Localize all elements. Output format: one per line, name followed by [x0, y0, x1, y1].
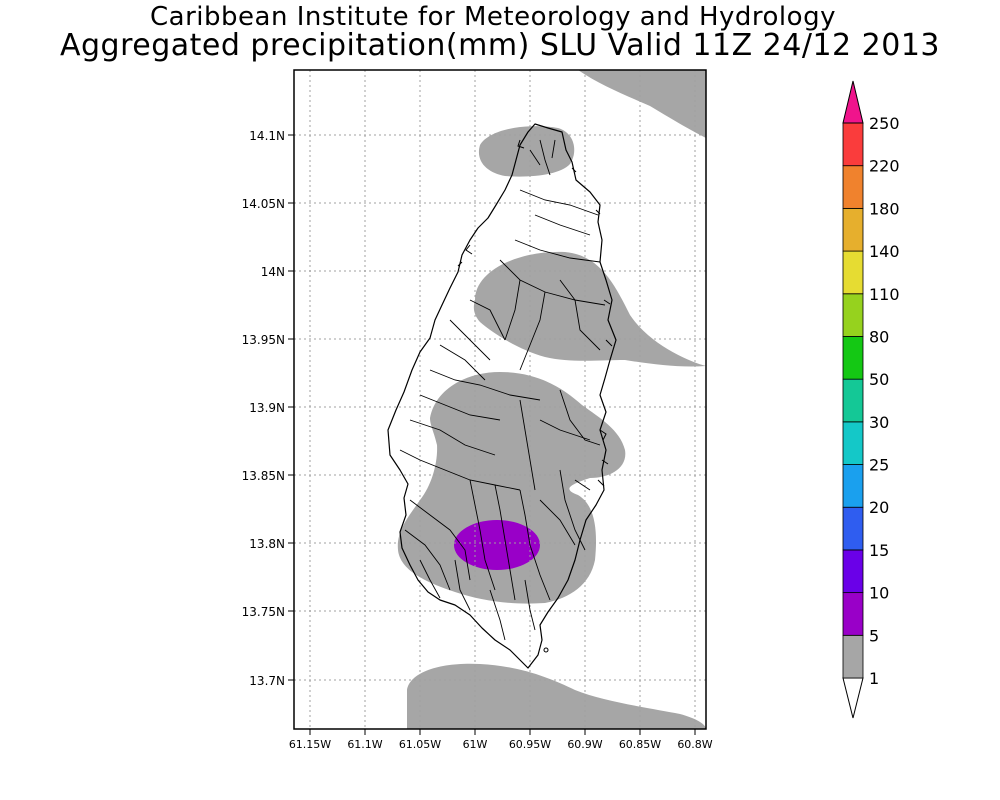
lon-label: 60.85W — [619, 738, 661, 751]
legend-arrow-low — [842, 677, 864, 719]
map-title-institute: Caribbean Institute for Meteorology and … — [150, 2, 836, 32]
coastal-detail — [457, 139, 613, 653]
lat-label: 13.85N — [242, 469, 285, 483]
legend-level-label: 80 — [869, 327, 889, 346]
island-coastline — [387, 123, 617, 669]
legend-swatch — [842, 122, 864, 167]
legend-level-label: 220 — [869, 157, 900, 176]
legend-level-label: 180 — [869, 199, 900, 218]
lat-label: 14.05N — [242, 197, 285, 211]
river-network — [399, 139, 606, 641]
lon-label: 61.15W — [289, 738, 331, 751]
shade-northeast-corner — [578, 70, 706, 138]
legend-swatch — [842, 378, 864, 423]
legend-level-label: 25 — [869, 456, 889, 475]
legend-level-label: 140 — [869, 242, 900, 261]
lon-label: 61.05W — [399, 738, 441, 751]
lon-label: 60.8W — [677, 738, 712, 751]
legend-level-label: 50 — [869, 370, 889, 389]
lon-label: 61W — [463, 738, 488, 751]
lat-label: 13.75N — [242, 605, 285, 619]
lat-axis: 14.1N 14.05N 14N 13.95N 13.9N 13.85N 13.… — [242, 129, 294, 688]
lat-label: 13.8N — [249, 537, 285, 551]
legend-swatch — [842, 293, 864, 337]
legend-swatch — [842, 634, 864, 679]
legend-swatch — [842, 549, 864, 594]
map-title-product: Aggregated precipitation(mm) SLU Valid 1… — [59, 28, 941, 63]
legend-level-label: 10 — [869, 584, 889, 603]
legend-swatch — [842, 165, 864, 209]
lat-label: 14.1N — [249, 129, 285, 143]
precip-shading-5-10mm — [454, 520, 540, 570]
legend-level-label: 15 — [869, 541, 889, 560]
legend-level-label: 250 — [869, 114, 900, 133]
lat-label: 13.9N — [249, 401, 285, 415]
lon-label: 60.9W — [567, 738, 602, 751]
legend-level-label: 5 — [869, 626, 879, 645]
shade-south-sea — [407, 663, 706, 729]
map-gridlines — [294, 70, 706, 729]
lon-label: 60.95W — [509, 738, 551, 751]
legend-swatch — [842, 250, 864, 295]
legend-swatch — [842, 592, 864, 636]
legend-level-label: 30 — [869, 413, 889, 432]
shade-north-tip — [478, 126, 575, 177]
map-frame-border — [293, 69, 707, 730]
legend-level-label: 110 — [869, 285, 900, 304]
lat-label: 13.7N — [249, 674, 285, 688]
legend-swatch — [842, 506, 864, 551]
legend-level-label: 1 — [869, 669, 879, 688]
shade-central-east — [473, 251, 706, 367]
legend-swatch — [842, 464, 864, 508]
lat-label: 13.95N — [242, 333, 285, 347]
lon-axis: 61.15W 61.1W 61.05W 61W 60.95W 60.9W 60.… — [289, 729, 713, 751]
legend-level-label: 20 — [869, 498, 889, 517]
legend-swatch — [842, 421, 864, 465]
legend-arrow-high — [842, 80, 864, 124]
legend-swatch — [842, 336, 864, 380]
legend-swatch — [842, 207, 864, 252]
lat-label: 14N — [261, 265, 285, 279]
lon-label: 61.1W — [347, 738, 382, 751]
